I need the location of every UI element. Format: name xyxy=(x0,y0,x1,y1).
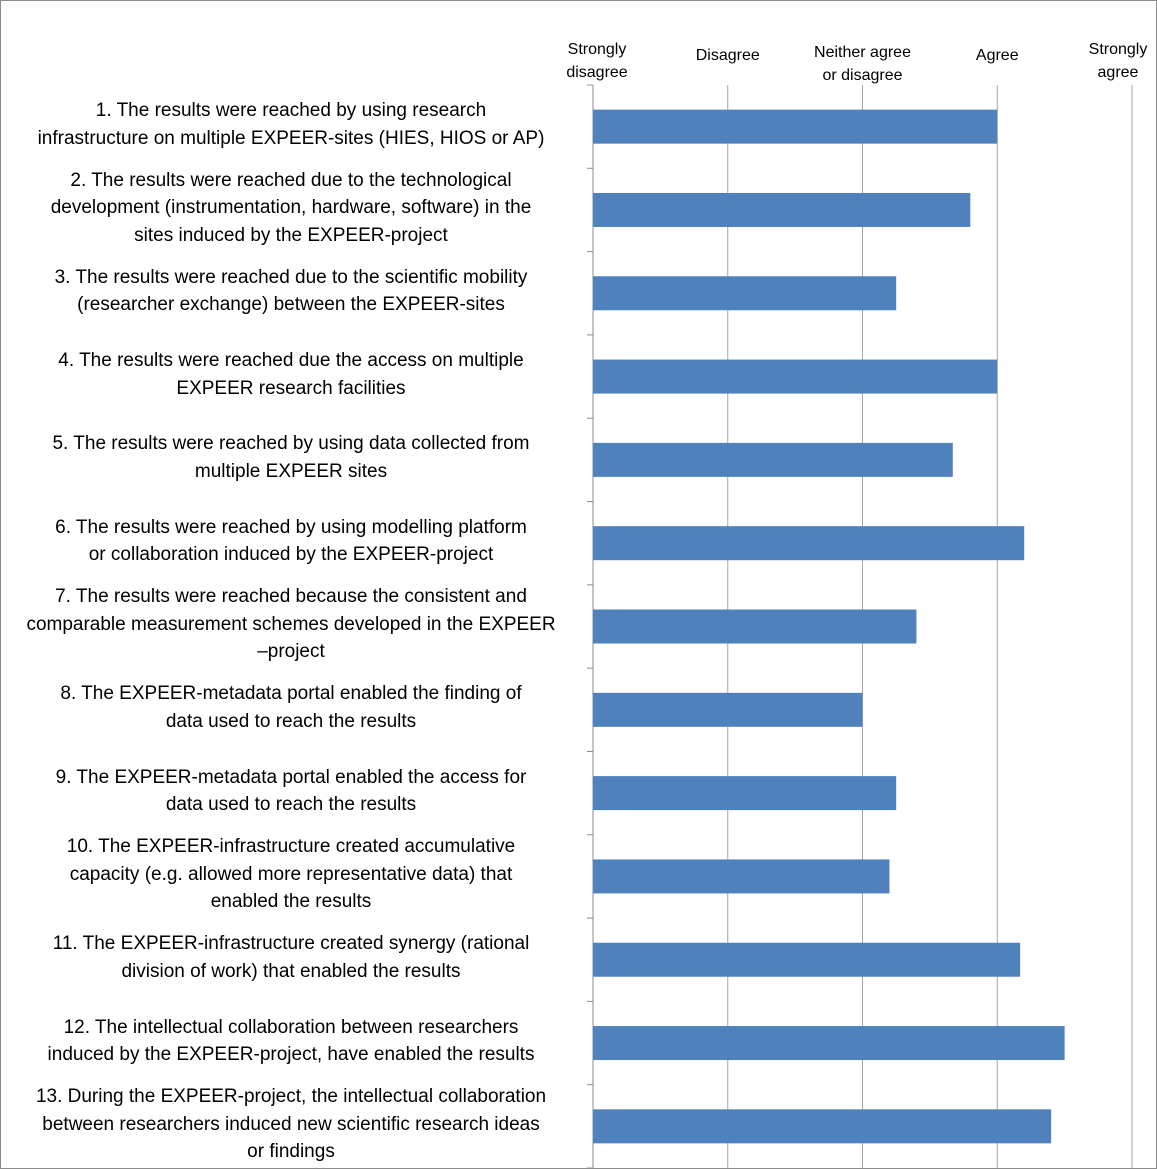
bar xyxy=(593,776,897,811)
bar xyxy=(593,942,1021,977)
category-label: 7. The results were reached because the … xyxy=(26,586,556,663)
category-label: 10. The EXPEER-infrastructure created ac… xyxy=(66,836,516,913)
bar xyxy=(593,526,1025,561)
category-label: 12. The intellectual collaboration betwe… xyxy=(47,1016,535,1066)
bar xyxy=(593,1026,1065,1061)
x-tick-label: Disagree xyxy=(695,47,760,64)
category-label: 13. During the EXPEER-project, the intel… xyxy=(35,1086,547,1163)
x-tick-label: Strongly agree xyxy=(1088,41,1148,81)
bar xyxy=(593,359,998,394)
x-tick-label: Agree xyxy=(975,47,1019,64)
bar xyxy=(593,609,917,644)
x-tick-label: Neither agree or disagree xyxy=(814,44,911,84)
bar xyxy=(593,276,897,311)
bar xyxy=(593,192,971,227)
bar xyxy=(593,109,998,144)
category-label: 9. The EXPEER-metadata portal enabled th… xyxy=(55,766,527,816)
category-label: 8. The EXPEER-metadata portal enabled th… xyxy=(60,683,522,732)
bar xyxy=(593,692,863,727)
category-label: 3. The results were reached due to the s… xyxy=(54,266,528,316)
x-tick-label: Strongly disagree xyxy=(566,41,628,81)
category-label: 1. The results were reached by using res… xyxy=(37,100,545,149)
bar xyxy=(593,859,890,894)
bar xyxy=(593,442,953,477)
category-label: 4. The results were reached due the acce… xyxy=(58,350,524,399)
category-label: 5. The results were reached by using dat… xyxy=(52,433,530,482)
bar xyxy=(593,1109,1052,1144)
category-label: 6. The results were reached by using mod… xyxy=(55,516,527,566)
category-label: 2. The results were reached due to the t… xyxy=(50,169,532,246)
category-label: 11. The EXPEER-infrastructure created sy… xyxy=(52,933,530,982)
